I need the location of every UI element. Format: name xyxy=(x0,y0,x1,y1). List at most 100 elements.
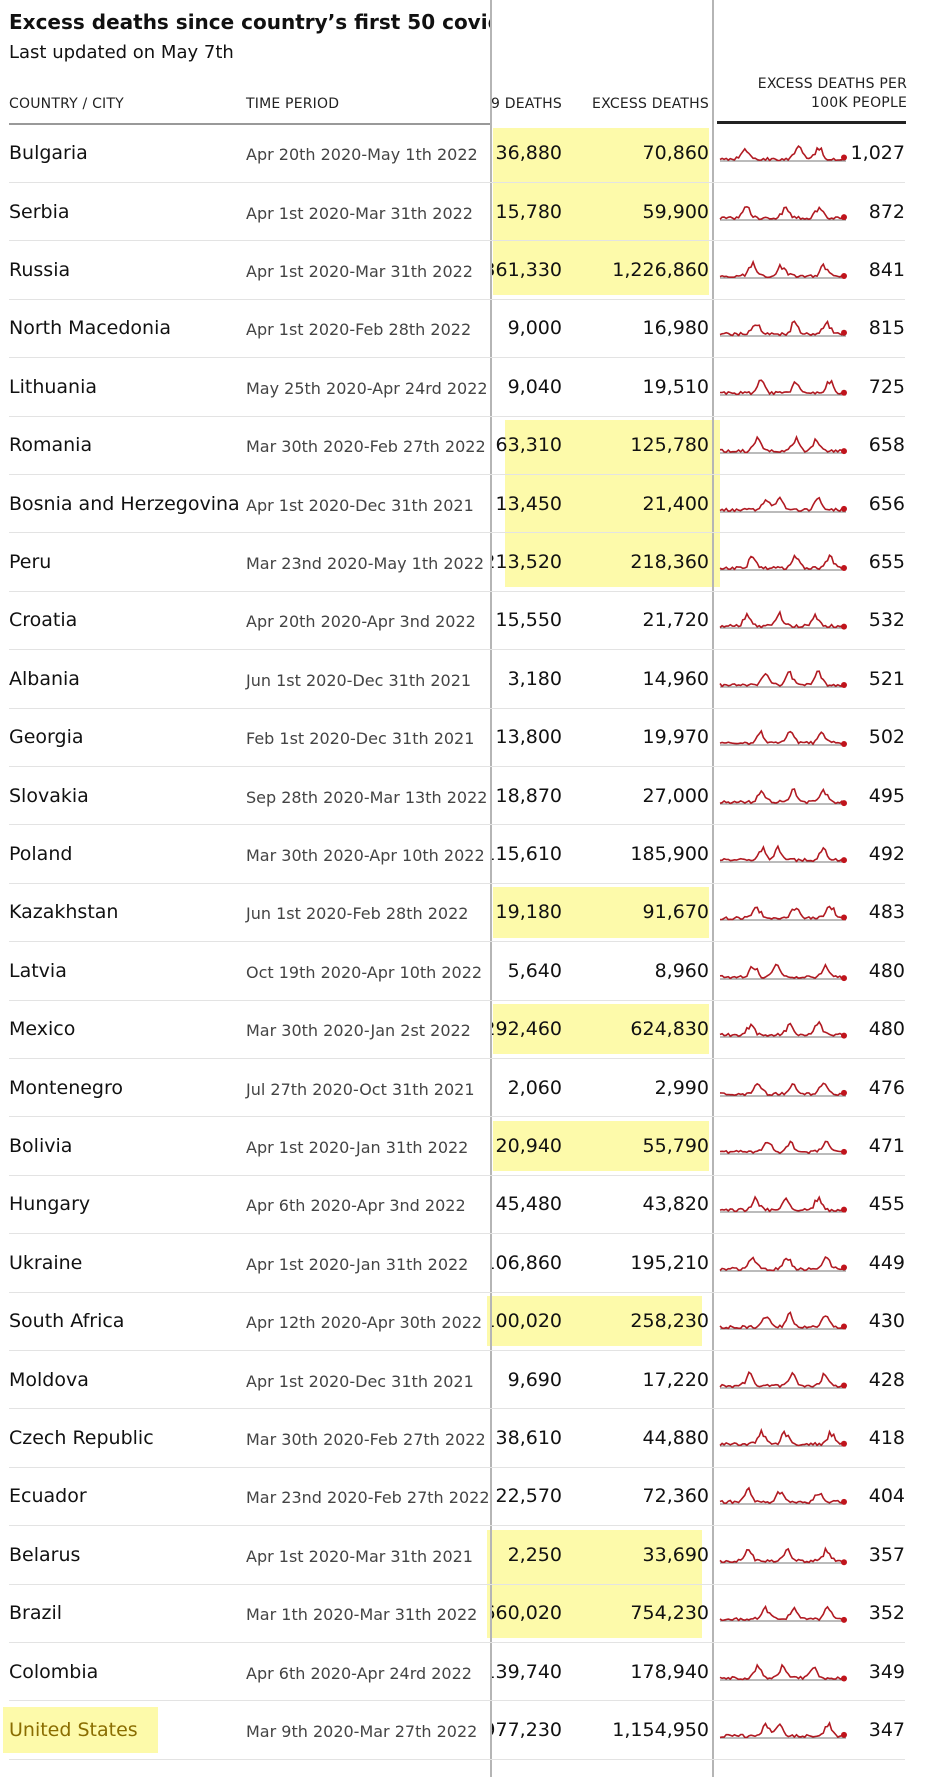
column-divider xyxy=(712,0,714,1777)
row-separator xyxy=(9,1525,905,1527)
country: Poland xyxy=(9,843,73,865)
sparkline xyxy=(719,379,847,396)
excess-deaths: 1,226,860 xyxy=(612,259,709,281)
time-period: Apr 1st 2020-Dec 31th 2021 xyxy=(246,495,474,515)
excess-per-100k: 349 xyxy=(868,1660,905,1683)
excess-per-100k: 502 xyxy=(868,726,905,749)
sparkline xyxy=(719,729,847,748)
row-separator xyxy=(9,1116,905,1118)
sparkline-path xyxy=(719,1427,845,1447)
row-separator xyxy=(9,357,905,359)
time-period: Apr 1st 2020-Mar 31th 2022 xyxy=(246,203,473,223)
sparkline xyxy=(719,1370,847,1389)
sparkline-path xyxy=(719,379,844,396)
row-separator xyxy=(9,765,905,767)
country: Bulgaria xyxy=(9,142,88,165)
time-period: Jun 1st 2020-Feb 28th 2022 xyxy=(246,904,469,924)
sparkline-dot xyxy=(841,1148,847,1155)
country: Hungary xyxy=(9,1193,91,1216)
sparkline-path xyxy=(719,1195,845,1214)
covid-deaths: 9,040 xyxy=(507,375,562,398)
sparkline xyxy=(719,962,847,981)
excess-per-100k: 658 xyxy=(868,434,905,457)
excess-per-100k: 471 xyxy=(868,1135,905,1157)
sparkline xyxy=(719,320,847,337)
sparkline-dot xyxy=(841,154,847,161)
covid-deaths: 660,020 xyxy=(492,1602,562,1625)
covid-deaths: 36,880 xyxy=(495,142,562,165)
subtitle: Last updated on May 7th xyxy=(9,42,234,63)
sparkline-dot xyxy=(841,1382,847,1389)
country: South Africa xyxy=(9,1310,125,1333)
sparkline xyxy=(719,553,847,572)
sparkline-path xyxy=(719,1605,845,1622)
sparkline xyxy=(719,610,847,631)
covid-deaths: 18,870 xyxy=(495,784,562,807)
covid-deaths: 20,940 xyxy=(495,1135,562,1157)
excess-per-100k: 449 xyxy=(868,1251,905,1274)
excess-per-100k: 521 xyxy=(868,667,905,690)
excess-deaths: 27,000 xyxy=(642,784,709,807)
row-separator xyxy=(9,1641,905,1643)
row-separator xyxy=(9,1349,905,1351)
sparkline xyxy=(719,435,847,455)
highlight xyxy=(505,420,720,588)
sparkline-dot xyxy=(841,330,847,337)
sparkline-path xyxy=(719,1370,845,1388)
time-period: Apr 20th 2020-Apr 3nd 2022 xyxy=(246,612,476,632)
sparkline-path xyxy=(719,610,845,629)
country: North Macedonia xyxy=(9,317,172,340)
time-period: May 25th 2020-Apr 24rd 2022 xyxy=(246,378,488,398)
row-separator xyxy=(9,649,905,651)
highlight xyxy=(3,1706,158,1754)
covid-deaths: 19,180 xyxy=(495,901,562,924)
time-period: Apr 6th 2020-Apr 3nd 2022 xyxy=(246,1196,466,1216)
excess-deaths: 33,690 xyxy=(642,1543,709,1566)
time-period: Apr 1st 2020-Mar 31th 2022 xyxy=(246,262,473,281)
country: United States xyxy=(9,1719,138,1741)
covid-deaths: 115,610 xyxy=(492,843,562,865)
sparkline xyxy=(719,1255,847,1272)
sparkline xyxy=(719,1140,847,1155)
excess-per-100k: 428 xyxy=(868,1368,905,1391)
row-separator xyxy=(9,298,905,300)
excess-deaths: 1,154,950 xyxy=(612,1719,709,1741)
column-header: EXCESS DEATHS PER 100K PEOPLE xyxy=(757,76,907,111)
sparkline-dot xyxy=(841,448,847,455)
sparkline-dot xyxy=(841,1207,847,1214)
time-period: Apr 12th 2020-Apr 30th 2022 xyxy=(246,1313,483,1333)
excess-per-100k: 418 xyxy=(868,1427,905,1449)
time-period: Apr 1st 2020-Dec 31th 2021 xyxy=(246,1371,474,1391)
excess-per-100k: 480 xyxy=(868,1018,905,1041)
sparkline-path xyxy=(719,1486,845,1505)
covid-deaths: 15,780 xyxy=(495,200,562,223)
time-period: Apr 1st 2020-Mar 31th 2021 xyxy=(246,1546,473,1566)
excess-deaths: 195,210 xyxy=(630,1251,709,1274)
sparkline-dot xyxy=(841,681,847,688)
covid-deaths: 3,180 xyxy=(507,667,562,690)
column-header: EXCESS DEATHS xyxy=(592,96,709,112)
covid-deaths: 9,000 xyxy=(507,317,562,340)
country: Serbia xyxy=(9,200,70,223)
sparkline-path xyxy=(719,1662,845,1680)
row-separator xyxy=(9,1174,905,1176)
sparkline-path xyxy=(719,962,845,980)
excess-per-100k: 495 xyxy=(868,784,905,807)
column-header: COUNTRY / CITY xyxy=(9,96,124,112)
sparkline xyxy=(719,844,847,864)
sparkline-dot xyxy=(841,1323,847,1330)
country: Albania xyxy=(9,667,80,690)
excess-per-100k: 841 xyxy=(868,259,905,281)
row-separator xyxy=(9,473,905,475)
row-separator xyxy=(9,1466,905,1468)
covid-deaths: 15,550 xyxy=(495,609,562,632)
excess-deaths: 125,780 xyxy=(630,434,709,457)
covid-deaths: 45,480 xyxy=(495,1193,562,1216)
sparkline-dot xyxy=(841,914,847,921)
sparkline-dot xyxy=(841,565,847,572)
sparkline-path xyxy=(719,320,845,337)
column-divider xyxy=(490,0,492,1777)
covid-deaths: 139,740 xyxy=(492,1660,562,1683)
row-separator xyxy=(9,1408,905,1410)
